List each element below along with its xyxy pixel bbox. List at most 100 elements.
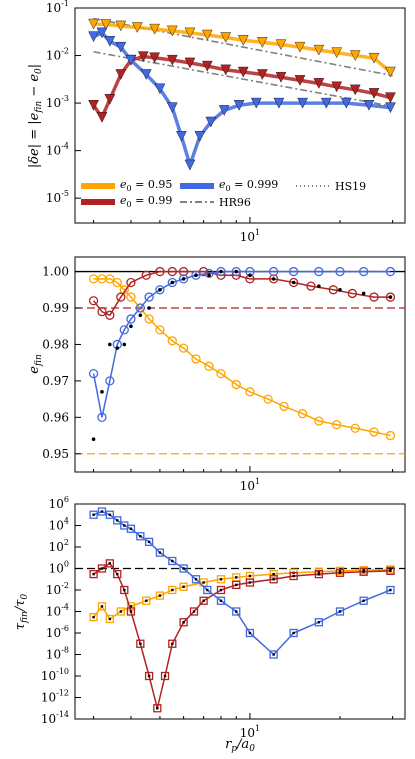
p3-point <box>144 537 154 547</box>
p2-point <box>191 270 201 280</box>
p2-point <box>155 325 165 335</box>
p1-point <box>237 66 249 78</box>
p3-point-dot <box>389 569 392 573</box>
p3-point <box>160 671 170 681</box>
legend-label-hs19: HS19 <box>335 180 366 193</box>
p1-point <box>340 97 352 109</box>
p1-point <box>237 35 249 46</box>
p2-point <box>105 310 115 320</box>
p3-point-dot <box>362 599 365 602</box>
p3-xtick-label: 101 <box>240 724 260 740</box>
p2-ytick-label: 1.00 <box>42 265 69 279</box>
p3-point-dot <box>108 617 112 621</box>
p3-point <box>136 532 145 541</box>
p3-point-dot <box>272 653 275 656</box>
p2-ref-point <box>317 284 321 288</box>
p2-point <box>126 314 136 324</box>
p1-point <box>184 27 196 39</box>
p1-point <box>256 37 268 48</box>
p3-ytick-label: 10-2 <box>46 581 69 597</box>
p3-point <box>314 569 324 579</box>
p2-point <box>245 387 255 397</box>
p3-point <box>116 607 125 616</box>
p2-ref-point <box>108 342 112 347</box>
p2-point <box>155 285 165 295</box>
p3-point-dot <box>116 572 119 576</box>
p3-point <box>386 566 395 576</box>
p3-point-dot <box>123 588 126 592</box>
p3-point <box>168 556 177 566</box>
p3-point-dot <box>129 605 133 608</box>
p3-point-dot <box>192 610 196 613</box>
p2-point <box>144 292 154 302</box>
p2-ref-point <box>271 277 276 281</box>
p1-point <box>201 29 213 41</box>
p1-point <box>320 97 332 109</box>
p3-point <box>269 650 278 659</box>
p1-point <box>250 97 262 109</box>
p3-point-dot <box>317 572 321 576</box>
p2-point <box>105 274 115 284</box>
p2-point <box>328 285 338 295</box>
p3-point-dot <box>194 578 198 581</box>
legend-swatch-e0999 <box>180 183 214 189</box>
p1-point <box>220 64 232 76</box>
p3-point-dot <box>92 615 95 619</box>
p3-point <box>97 507 107 516</box>
p3-point <box>144 671 154 681</box>
p2-point <box>297 409 308 419</box>
p3-point-dot <box>129 527 133 530</box>
p2-point <box>119 285 129 295</box>
p3-point-dot <box>317 621 321 624</box>
p1-point <box>88 100 99 111</box>
p2-point <box>288 277 299 288</box>
p3-point <box>189 607 199 616</box>
p3-point-dot <box>317 570 321 573</box>
p1-point <box>363 100 375 111</box>
panel-tau-ratio: τfin/τ0 rp/a0 10-14 10-12 10-10 10-8 10-6 10-… <box>13 495 406 754</box>
p2-point <box>126 292 136 302</box>
p3-point-dot <box>92 513 95 516</box>
p2-point <box>306 281 316 291</box>
p2-point <box>358 266 369 277</box>
p3-point <box>269 575 278 584</box>
p2-ref-point <box>100 390 104 394</box>
p3-point-dot <box>272 572 275 576</box>
p2-point <box>178 343 189 353</box>
p1-ytick-label: 10-3 <box>46 94 69 110</box>
p3-point-dot <box>163 674 167 678</box>
p3-point-dot <box>248 574 252 578</box>
p2-point <box>385 430 396 441</box>
p3-ytick-label: 106 <box>49 495 69 511</box>
p3-ytick-label: 10-12 <box>41 689 69 705</box>
p3-point <box>120 585 129 595</box>
p1-point <box>115 41 127 53</box>
p3-point-dot <box>108 562 112 565</box>
p3-point <box>155 591 165 600</box>
p1-point <box>201 60 213 72</box>
p1-point <box>166 54 178 66</box>
panel1-plot-area <box>74 7 406 224</box>
p1-point <box>166 25 178 37</box>
p3-point <box>105 614 114 624</box>
p2-point <box>198 266 209 277</box>
p2-point <box>231 379 241 390</box>
p2-ref-point <box>122 342 127 347</box>
legend-swatch-e099 <box>81 199 115 205</box>
p1-point <box>88 31 99 43</box>
p1-point <box>275 72 287 83</box>
p3-point-dot <box>202 599 205 602</box>
p1-point <box>218 105 230 116</box>
p3-point-dot <box>100 567 104 570</box>
p3-point <box>89 510 98 519</box>
p1-point <box>313 78 325 89</box>
p1-point <box>313 44 325 56</box>
legend-swatch-e095 <box>81 183 115 189</box>
p2-point <box>314 266 324 277</box>
p3-point-dot <box>362 568 365 572</box>
p3-point <box>245 578 255 587</box>
legend-label-e0999: e0 = 0.999 <box>219 178 278 193</box>
p3-point <box>359 596 368 605</box>
p2-point <box>204 361 214 371</box>
p2-ytick-label: 0.96 <box>42 410 69 424</box>
